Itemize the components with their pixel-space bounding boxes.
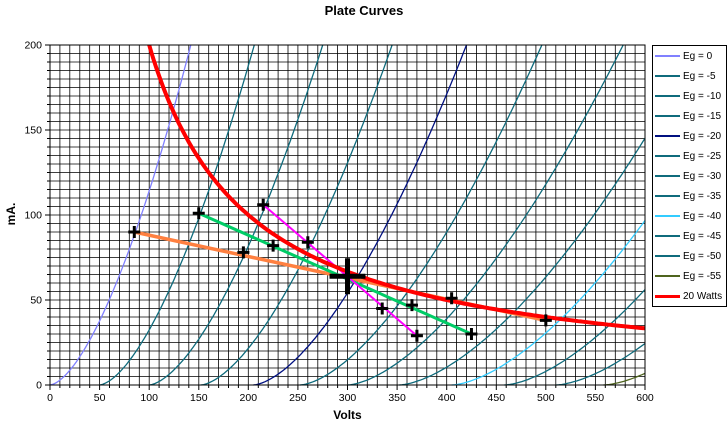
power-curve-20w <box>147 44 646 331</box>
x-tick-label-600: 600 <box>636 392 654 404</box>
legend-line-sample <box>655 115 680 117</box>
y-tick-label-0: 0 <box>36 380 42 392</box>
legend-entry-0: Eg = 0 <box>655 51 726 62</box>
legend-entry-12: 20 Watts <box>655 291 726 302</box>
x-tick-label-450: 450 <box>488 392 506 404</box>
legend-entry-4: Eg = -20 <box>655 131 726 142</box>
eg-curve-2 <box>149 44 324 386</box>
grid-lines <box>49 44 646 386</box>
legend-entry-label: Eg = -15 <box>683 110 722 122</box>
legend-line-sample <box>655 215 680 217</box>
legend-entry-label: Eg = 0 <box>683 50 713 62</box>
y-tick-label-100: 100 <box>24 210 42 222</box>
data-point-marker-0 <box>128 226 141 238</box>
legend-entry-label: Eg = -20 <box>683 130 722 142</box>
eg-curve-11 <box>603 372 646 386</box>
legend-entry-3: Eg = -15 <box>655 111 726 122</box>
legend-entry-2: Eg = -10 <box>655 91 726 102</box>
x-axis-label: Volts <box>333 408 362 422</box>
legend-line-sample <box>655 255 680 257</box>
legend-entry-8: Eg = -40 <box>655 211 726 222</box>
data-point-marker-2 <box>237 246 250 259</box>
x-tick-label-550: 550 <box>587 392 605 404</box>
data-point-marker-1 <box>192 207 205 220</box>
legend-line-sample <box>655 195 680 197</box>
x-tick-label-400: 400 <box>438 392 456 404</box>
eg-curve-7 <box>399 137 646 386</box>
legend-line-sample <box>655 75 680 77</box>
legend: Eg = 0 Eg = -5 Eg = -10 Eg = -15 Eg = -20 Eg … <box>652 45 727 307</box>
eg-curve-5 <box>299 44 543 386</box>
data-point-marker-4 <box>267 239 280 252</box>
data-point-marker-10 <box>445 292 458 305</box>
x-tick-label-500: 500 <box>537 392 555 404</box>
eg-curve-9 <box>504 289 646 386</box>
legend-entry-label: 20 Watts <box>683 290 723 302</box>
legend-entry-label: Eg = -10 <box>683 90 722 102</box>
eg-curve-6 <box>347 44 624 386</box>
x-tick-label-250: 250 <box>289 392 307 404</box>
data-point-marker-11 <box>465 328 478 340</box>
x-tick-label-200: 200 <box>240 392 258 404</box>
data-point-marker-3 <box>257 198 270 211</box>
eg-curve-0 <box>49 44 192 386</box>
legend-entry-6: Eg = -30 <box>655 171 726 182</box>
legend-line-sample <box>655 135 680 137</box>
y-tick-label-50: 50 <box>30 295 42 307</box>
x-tick-label-350: 350 <box>388 392 406 404</box>
legend-entry-9: Eg = -45 <box>655 231 726 242</box>
legend-line-sample <box>655 275 680 277</box>
eg-curve-4 <box>253 44 468 386</box>
x-tick-label-0: 0 <box>47 392 53 404</box>
eg-curve-8 <box>451 220 646 386</box>
legend-line-sample <box>655 55 680 57</box>
legend-entry-label: Eg = -30 <box>683 170 722 182</box>
y-tick-label-150: 150 <box>24 125 42 137</box>
load-line-green <box>198 211 473 336</box>
legend-line-sample <box>655 235 680 237</box>
data-point-marker-12 <box>539 314 552 327</box>
eg-curve-10 <box>555 342 646 386</box>
legend-entry-label: Eg = -40 <box>683 210 722 222</box>
legend-line-sample <box>655 294 680 298</box>
legend-entry-label: Eg = -5 <box>683 70 716 82</box>
legend-entry-label: Eg = -55 <box>683 270 722 282</box>
x-tick-label-50: 50 <box>94 392 106 404</box>
x-tick-label-100: 100 <box>140 392 158 404</box>
legend-line-sample <box>655 175 680 177</box>
legend-line-sample <box>655 155 680 157</box>
x-tick-label-150: 150 <box>190 392 208 404</box>
operating-point-marker <box>329 258 366 295</box>
data-point-marker-9 <box>410 329 423 342</box>
legend-line-sample <box>655 95 680 97</box>
legend-entry-1: Eg = -5 <box>655 71 726 82</box>
legend-entry-label: Eg = -50 <box>683 250 722 262</box>
legend-entry-11: Eg = -55 <box>655 271 726 282</box>
data-point-marker-5 <box>301 236 314 249</box>
y-axis-label: mA. <box>4 202 18 226</box>
legend-entry-label: Eg = -35 <box>683 190 722 202</box>
legend-entry-10: Eg = -50 <box>655 251 726 262</box>
axis-ticks <box>45 44 646 390</box>
legend-entry-5: Eg = -25 <box>655 151 726 162</box>
data-point-marker-7 <box>376 302 389 315</box>
legend-entry-label: Eg = -45 <box>683 230 722 242</box>
eg-curve-1 <box>99 44 255 386</box>
data-point-marker-8 <box>405 299 418 312</box>
y-tick-label-200: 200 <box>24 40 42 52</box>
x-tick-label-300: 300 <box>339 392 357 404</box>
legend-entry-label: Eg = -25 <box>683 150 722 162</box>
eg-curve-3 <box>200 44 393 386</box>
legend-entry-7: Eg = -35 <box>655 191 726 202</box>
chart-title: Plate Curves <box>324 3 404 18</box>
